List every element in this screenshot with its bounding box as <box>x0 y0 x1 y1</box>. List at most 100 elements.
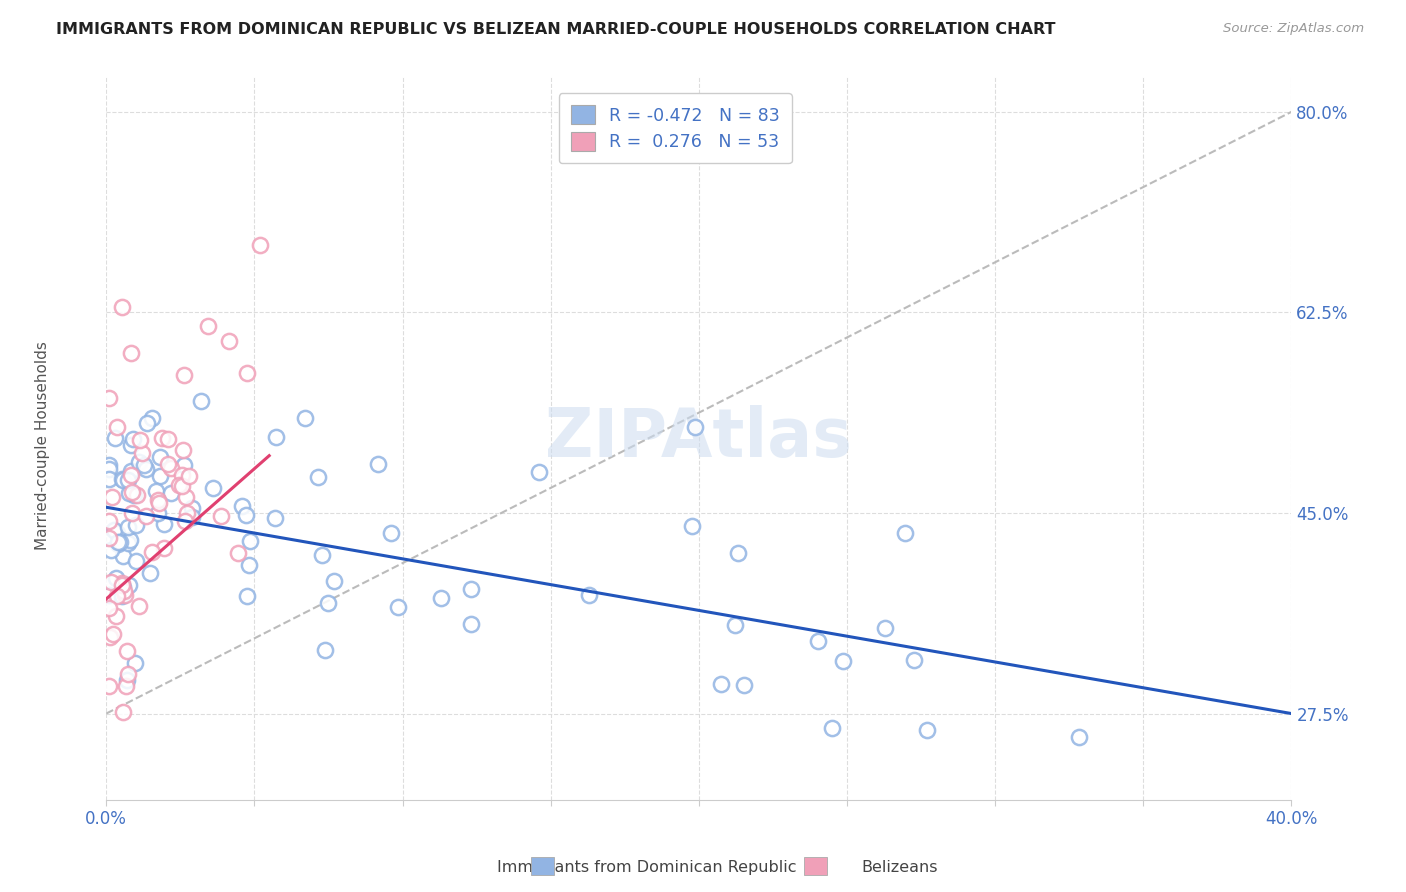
Point <box>129 433 152 447</box>
Point <box>100 575 122 590</box>
Point <box>98 679 121 693</box>
Point <box>141 410 163 425</box>
Point <box>149 450 172 465</box>
Point <box>311 549 333 563</box>
Text: Source: ZipAtlas.com: Source: ZipAtlas.com <box>1223 22 1364 36</box>
Point <box>117 473 139 487</box>
Point <box>149 469 172 483</box>
Point <box>160 486 183 500</box>
Text: Belizeans: Belizeans <box>862 860 938 874</box>
Point <box>105 609 128 624</box>
Point <box>180 500 202 515</box>
Point <box>174 514 197 528</box>
Point <box>176 506 198 520</box>
Point <box>159 460 181 475</box>
Point <box>201 481 224 495</box>
Point <box>727 546 749 560</box>
Point <box>209 509 232 524</box>
Point <box>108 535 131 549</box>
Point <box>156 457 179 471</box>
Point <box>98 588 121 602</box>
Point <box>148 493 170 508</box>
Point <box>112 584 135 599</box>
Point <box>134 458 156 473</box>
Point <box>148 506 170 520</box>
Point <box>307 470 329 484</box>
Point <box>122 488 145 502</box>
Point <box>724 618 747 632</box>
Point <box>875 621 897 635</box>
Point <box>100 543 122 558</box>
Text: Immigrants from Dominican Republic: Immigrants from Dominican Republic <box>496 860 797 874</box>
Point <box>101 490 124 504</box>
Point <box>807 634 830 648</box>
Point <box>380 525 402 540</box>
Point <box>294 410 316 425</box>
Point <box>105 589 128 603</box>
Point <box>894 526 917 541</box>
Point <box>121 506 143 520</box>
Point <box>832 654 855 668</box>
Point <box>120 345 142 359</box>
Point <box>98 531 121 545</box>
Point <box>98 601 121 615</box>
Point <box>430 591 453 605</box>
Point <box>153 516 176 531</box>
Point <box>135 416 157 430</box>
Point <box>174 491 197 505</box>
Point <box>121 432 143 446</box>
Point <box>118 578 141 592</box>
Point <box>917 723 939 737</box>
Point <box>167 477 190 491</box>
Point <box>117 535 139 549</box>
Point <box>115 680 138 694</box>
Point <box>387 600 409 615</box>
Point <box>111 589 134 603</box>
Point <box>197 319 219 334</box>
Point <box>105 525 128 540</box>
Point <box>367 457 389 471</box>
Point <box>226 546 249 560</box>
Point <box>710 677 733 691</box>
Point <box>156 433 179 447</box>
Point <box>681 519 703 533</box>
Point <box>125 488 148 502</box>
Point <box>125 554 148 568</box>
Point <box>264 430 287 444</box>
Point <box>141 545 163 559</box>
Point <box>120 533 142 548</box>
Point <box>115 644 138 658</box>
Point <box>322 574 344 588</box>
Point <box>131 446 153 460</box>
Point <box>111 473 134 487</box>
Point <box>172 479 194 493</box>
Point <box>107 537 129 551</box>
Point <box>173 458 195 472</box>
Point <box>128 455 150 469</box>
Point <box>104 571 127 585</box>
Point <box>135 462 157 476</box>
Point <box>529 465 551 479</box>
Point <box>139 566 162 580</box>
Point <box>153 541 176 556</box>
Point <box>98 472 121 486</box>
Point <box>120 467 142 482</box>
Point <box>1069 731 1091 745</box>
Point <box>111 578 134 592</box>
Point <box>683 420 706 434</box>
Point <box>112 549 135 564</box>
Point <box>238 558 260 572</box>
Point <box>114 588 136 602</box>
Point <box>111 576 134 591</box>
Point <box>733 678 755 692</box>
Point <box>173 368 195 382</box>
Point <box>460 617 482 632</box>
Point <box>103 524 125 538</box>
Point <box>235 589 257 603</box>
Text: ZIPAtlas: ZIPAtlas <box>546 406 852 472</box>
Point <box>98 630 121 644</box>
Point <box>124 656 146 670</box>
Point <box>135 508 157 523</box>
Point <box>111 706 134 720</box>
Point <box>115 673 138 688</box>
